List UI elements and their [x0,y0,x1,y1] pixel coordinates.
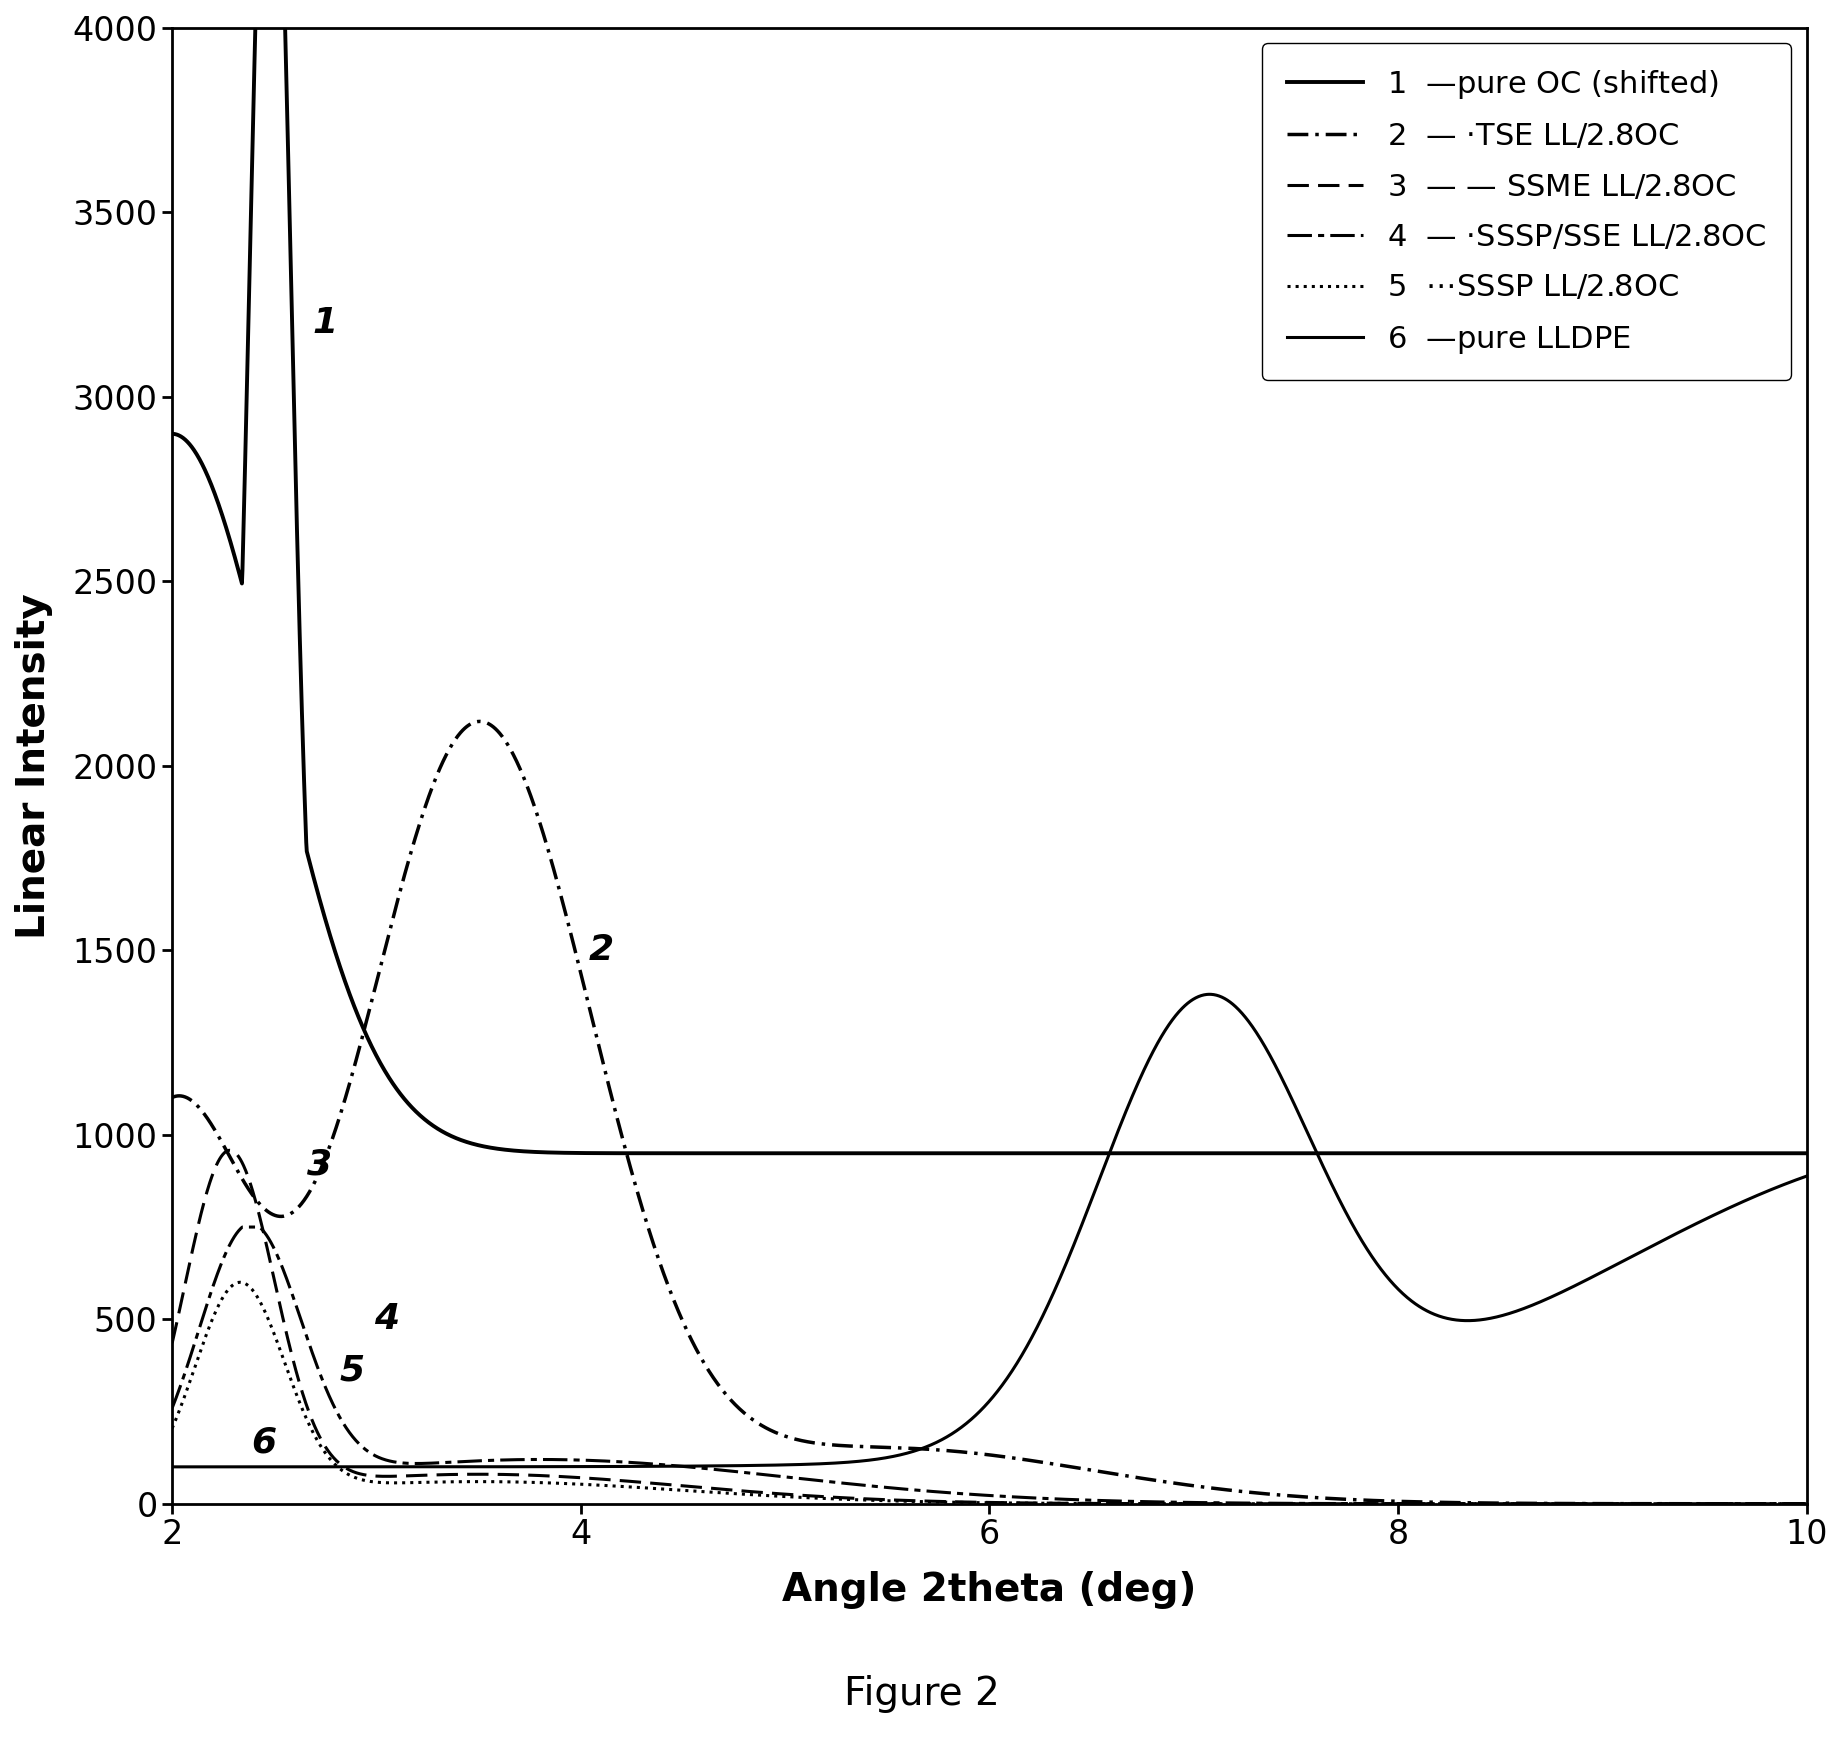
Text: 3: 3 [306,1147,332,1182]
X-axis label: Angle 2theta (deg): Angle 2theta (deg) [781,1571,1196,1608]
Text: 2: 2 [588,934,614,967]
Y-axis label: Linear Intensity: Linear Intensity [15,594,53,939]
Text: Figure 2: Figure 2 [844,1674,999,1713]
Text: 6: 6 [251,1426,276,1460]
Text: 4: 4 [374,1303,400,1336]
Legend: $\mathit{1}$  —pure OC (shifted), $\mathit{2}$  — $\cdot$TSE LL/2.8OC, $\mathit{: $\mathit{1}$ —pure OC (shifted), $\mathi… [1262,44,1791,381]
Text: 1: 1 [313,306,337,340]
Text: 5: 5 [339,1353,365,1388]
